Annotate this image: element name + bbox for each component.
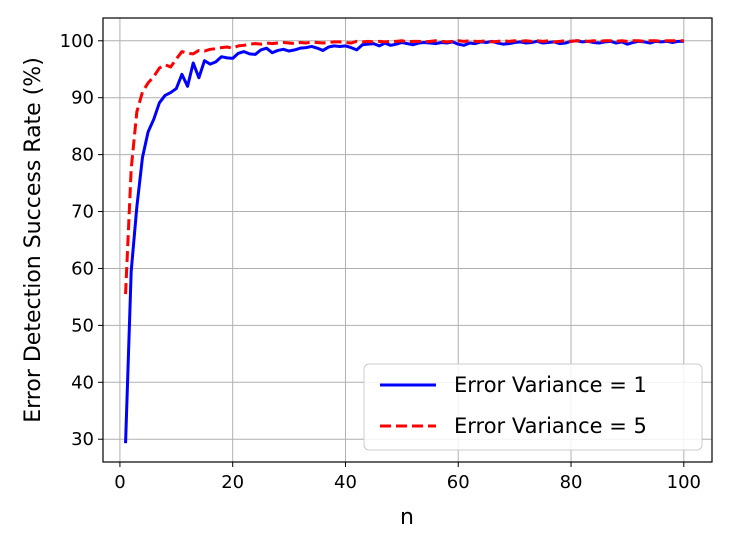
legend: Error Variance = 1 Error Variance = 5 [363, 363, 703, 451]
y-tick-label: 50 [71, 315, 94, 336]
x-tick-label: 0 [114, 472, 125, 493]
legend-label-variance-1: Error Variance = 1 [454, 373, 647, 397]
legend-label-variance-5: Error Variance = 5 [454, 414, 647, 438]
y-tick-label: 60 [71, 258, 94, 279]
legend-box [363, 363, 703, 451]
y-tick-label: 70 [71, 202, 94, 223]
y-axis: 30 40 50 60 70 80 90 100 [60, 31, 103, 450]
y-tick-label: 90 [71, 88, 94, 109]
plot-frame [102, 17, 713, 463]
x-axis-label: n [400, 505, 414, 530]
x-tick-label: 20 [221, 472, 244, 493]
y-tick-label: 30 [71, 429, 94, 450]
series-lines [124, 39, 684, 444]
x-tick-label: 100 [667, 472, 701, 493]
y-tick-label: 80 [71, 145, 94, 166]
x-tick-label: 40 [334, 472, 357, 493]
series-line-variance-5 [124, 39, 684, 295]
y-axis-label: Error Detection Success Rate (%) [21, 57, 46, 423]
x-axis: 0 20 40 60 80 100 [114, 462, 701, 493]
x-tick-label: 60 [447, 472, 470, 493]
y-tick-label: 40 [71, 372, 94, 393]
x-tick-label: 80 [560, 472, 583, 493]
y-tick-label: 100 [60, 31, 94, 52]
